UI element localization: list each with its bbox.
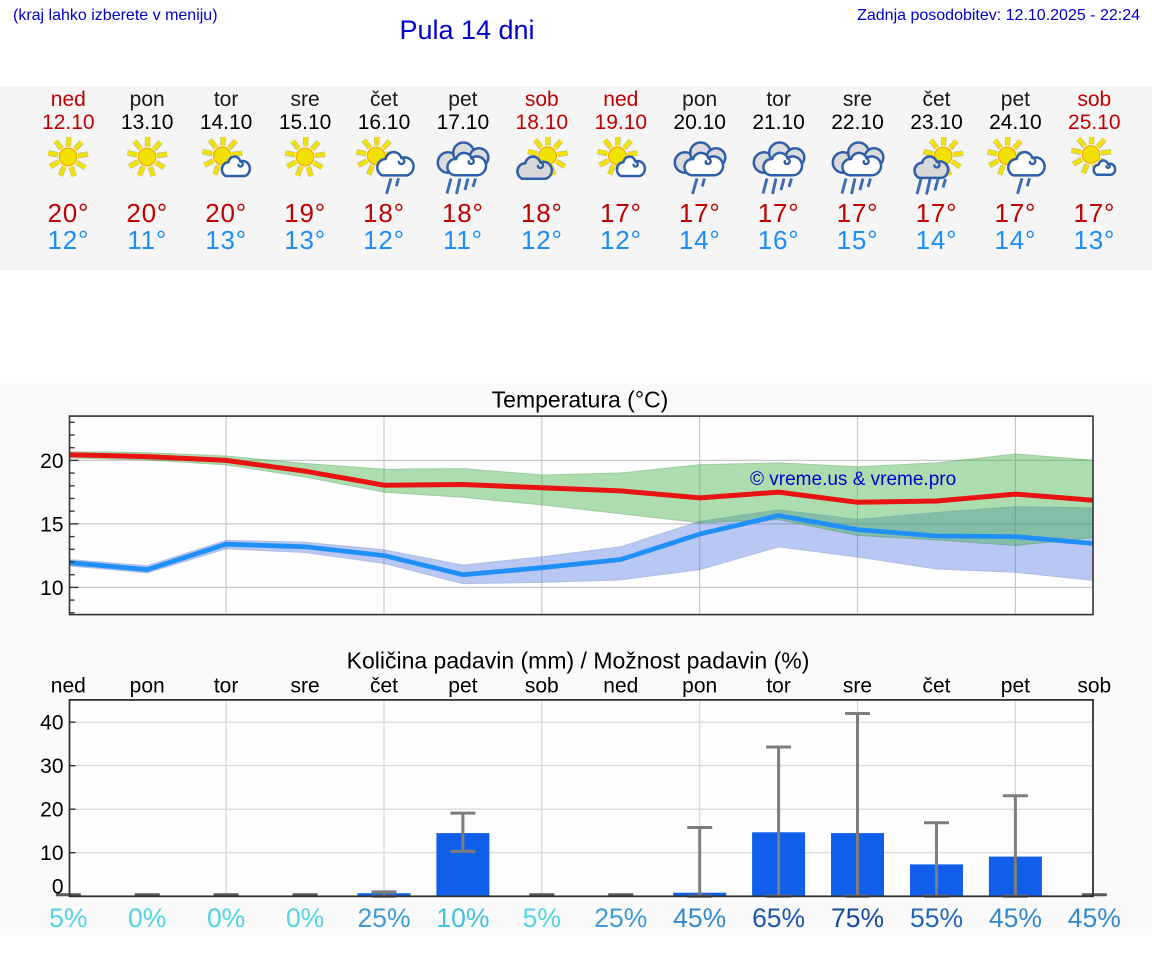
svg-text:5%: 5% <box>523 903 561 933</box>
svg-text:10: 10 <box>40 842 63 865</box>
svg-text:čet: čet <box>370 675 398 698</box>
svg-text:sre: sre <box>843 675 872 698</box>
svg-text:tor: tor <box>766 675 791 698</box>
svg-text:sob: sob <box>1077 675 1111 698</box>
svg-text:0%: 0% <box>128 903 166 933</box>
svg-text:pet: pet <box>1001 675 1030 698</box>
svg-text:10: 10 <box>40 577 63 600</box>
svg-text:sob: sob <box>525 675 559 698</box>
svg-text:5%: 5% <box>49 903 87 933</box>
svg-text:ned: ned <box>603 675 638 698</box>
svg-text:0: 0 <box>52 875 64 898</box>
svg-text:20: 20 <box>40 799 63 822</box>
svg-text:Količina padavin (mm) / Možnos: Količina padavin (mm) / Možnost padavin … <box>347 648 810 674</box>
svg-text:30: 30 <box>40 755 63 778</box>
svg-text:© vreme.us & vreme.pro: © vreme.us & vreme.pro <box>750 469 956 490</box>
svg-text:čet: čet <box>922 675 950 698</box>
svg-text:tor: tor <box>214 675 239 698</box>
svg-text:0%: 0% <box>207 903 245 933</box>
svg-text:40: 40 <box>40 712 63 735</box>
svg-text:55%: 55% <box>910 903 963 933</box>
svg-text:45%: 45% <box>1068 903 1121 933</box>
svg-text:pon: pon <box>682 675 717 698</box>
svg-text:45%: 45% <box>989 903 1042 933</box>
svg-text:pon: pon <box>130 675 165 698</box>
svg-text:25%: 25% <box>357 903 410 933</box>
svg-text:15: 15 <box>40 513 63 536</box>
svg-text:65%: 65% <box>752 903 805 933</box>
svg-text:Temperatura (°C): Temperatura (°C) <box>492 386 669 412</box>
svg-text:45%: 45% <box>673 903 726 933</box>
svg-text:sre: sre <box>291 675 320 698</box>
svg-text:25%: 25% <box>594 903 647 933</box>
svg-text:10%: 10% <box>436 903 489 933</box>
svg-text:20: 20 <box>40 450 63 473</box>
svg-text:ned: ned <box>51 675 86 698</box>
svg-text:pet: pet <box>448 675 477 698</box>
svg-text:75%: 75% <box>831 903 884 933</box>
svg-text:0%: 0% <box>286 903 324 933</box>
